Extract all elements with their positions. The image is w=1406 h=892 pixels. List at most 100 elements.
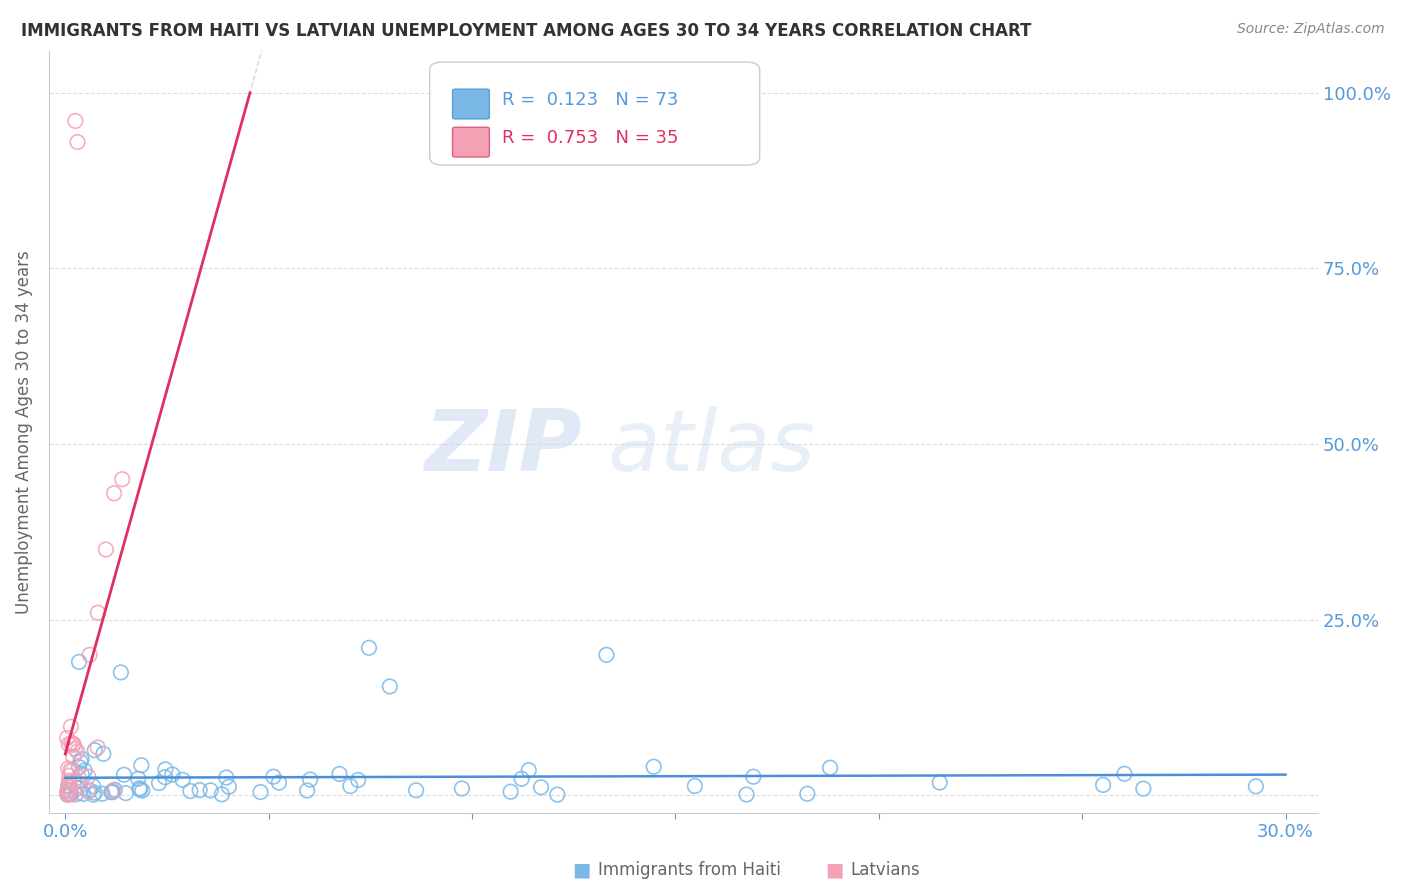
Point <box>60 788 83 802</box>
FancyBboxPatch shape <box>430 62 759 165</box>
Text: IMMIGRANTS FROM HAITI VS LATVIAN UNEMPLOYMENT AMONG AGES 30 TO 34 YEARS CORRELAT: IMMIGRANTS FROM HAITI VS LATVIAN UNEMPLO… <box>21 22 1032 40</box>
Point <box>131 783 153 797</box>
Point <box>59 780 82 794</box>
Point <box>87 606 110 620</box>
Point <box>110 665 132 680</box>
Point <box>73 764 96 778</box>
Point <box>499 785 522 799</box>
Point <box>103 486 125 500</box>
Point <box>60 764 83 779</box>
Point <box>59 720 82 734</box>
Point <box>510 772 533 786</box>
Point <box>347 772 370 787</box>
Point <box>211 788 233 802</box>
Text: ■: ■ <box>572 860 591 880</box>
Point <box>100 785 122 799</box>
Point <box>215 771 238 785</box>
Point <box>58 773 80 788</box>
Point <box>595 648 617 662</box>
Point <box>72 787 94 801</box>
Point <box>735 788 758 802</box>
Point <box>94 542 117 557</box>
Text: Source: ZipAtlas.com: Source: ZipAtlas.com <box>1237 22 1385 37</box>
Point <box>796 787 818 801</box>
Point <box>103 783 125 797</box>
Point <box>129 782 152 797</box>
Point <box>818 761 841 775</box>
Point <box>62 749 84 764</box>
Text: R =  0.753   N = 35: R = 0.753 N = 35 <box>502 129 679 147</box>
Point <box>1244 780 1267 794</box>
Point <box>86 740 108 755</box>
Point <box>56 788 79 802</box>
Text: Latvians: Latvians <box>851 861 921 879</box>
Point <box>62 738 84 752</box>
Text: Immigrants from Haiti: Immigrants from Haiti <box>598 861 780 879</box>
Point <box>148 776 170 790</box>
Point <box>131 758 153 772</box>
Point <box>128 781 150 796</box>
Point <box>79 648 101 662</box>
Point <box>62 737 84 751</box>
Text: atlas: atlas <box>607 406 815 489</box>
Point <box>127 772 149 786</box>
Point <box>56 779 79 793</box>
Point <box>58 783 80 797</box>
Point <box>517 763 540 777</box>
Point <box>153 770 176 784</box>
Point <box>56 731 79 745</box>
Point <box>104 782 127 797</box>
Point <box>65 788 87 802</box>
Point <box>262 770 284 784</box>
Point <box>928 775 950 789</box>
Text: ■: ■ <box>825 860 844 880</box>
Point <box>405 783 427 797</box>
Text: R =  0.123   N = 73: R = 0.123 N = 73 <box>502 91 679 109</box>
Point <box>339 779 361 793</box>
Point <box>1114 766 1136 780</box>
Point <box>1132 781 1154 796</box>
Point <box>172 772 194 787</box>
Point <box>378 680 401 694</box>
Point <box>66 135 89 149</box>
Point <box>66 745 89 759</box>
Point <box>218 780 240 794</box>
Point <box>56 762 79 776</box>
Point <box>179 784 201 798</box>
Point <box>200 783 222 797</box>
Point <box>82 780 104 794</box>
Point <box>66 781 89 796</box>
Point <box>60 736 83 750</box>
Point <box>93 747 115 761</box>
Point <box>357 640 380 655</box>
Point <box>59 763 82 777</box>
Point <box>56 788 79 802</box>
Point <box>56 787 79 801</box>
Point <box>58 737 80 751</box>
Point <box>249 785 271 799</box>
Point <box>299 772 322 787</box>
Point <box>742 770 765 784</box>
Point <box>111 472 134 486</box>
Point <box>91 787 114 801</box>
Point <box>83 786 105 800</box>
Point <box>530 780 553 795</box>
FancyBboxPatch shape <box>453 128 489 157</box>
Point <box>56 784 79 798</box>
Point <box>188 783 211 797</box>
Point <box>162 767 184 781</box>
Point <box>267 775 290 789</box>
Point <box>59 783 82 797</box>
Point <box>58 775 80 789</box>
Point <box>77 785 100 799</box>
Point <box>70 767 93 781</box>
Point <box>328 767 350 781</box>
Point <box>62 775 84 789</box>
Point <box>67 771 90 785</box>
Point <box>1092 778 1115 792</box>
Point <box>82 788 104 802</box>
Point <box>67 655 90 669</box>
Point <box>79 783 101 797</box>
Point <box>114 786 136 800</box>
Point <box>77 770 100 784</box>
